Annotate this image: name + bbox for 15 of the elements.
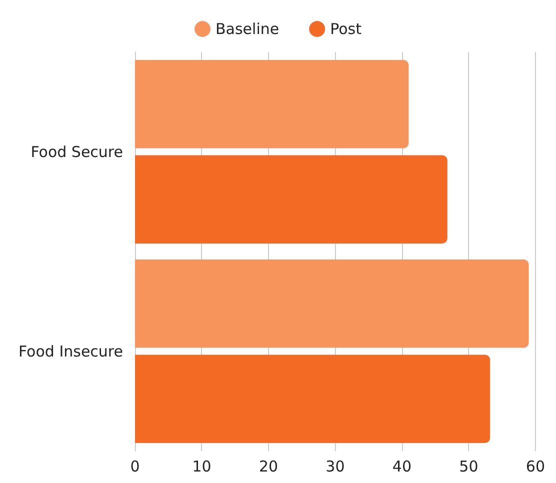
bar (135, 60, 409, 148)
x-tick-label: 50 (459, 458, 478, 476)
x-tick-label: 60 (526, 458, 546, 476)
bar (135, 259, 529, 348)
x-tick-label: 0 (130, 458, 140, 476)
x-tick-label: 40 (392, 458, 412, 476)
bar (135, 354, 490, 444)
x-tick-label: 20 (258, 458, 278, 476)
legend-label: Baseline (216, 20, 280, 38)
bar (135, 155, 448, 244)
y-tick-label: Food Secure (30, 142, 123, 161)
x-tick-label: 10 (192, 458, 212, 476)
legend-label: Post (330, 20, 362, 38)
x-tick-label: 30 (326, 458, 345, 476)
y-tick-label: Food Insecure (18, 342, 123, 360)
